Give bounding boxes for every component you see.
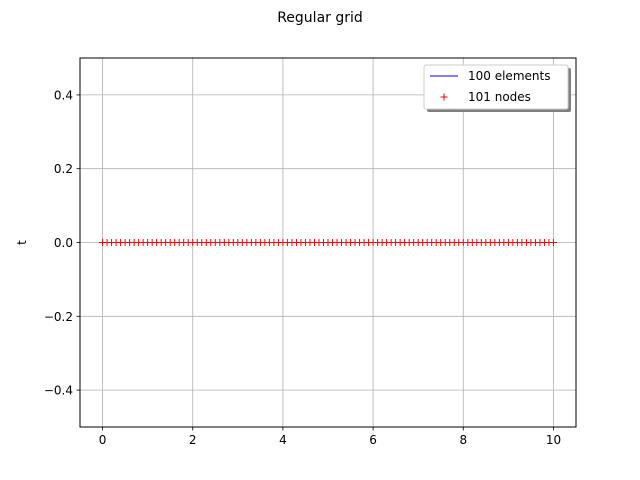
legend-box	[423, 64, 569, 110]
legend-label-nodes: 101 nodes	[468, 90, 531, 104]
y-tick-label: −0.2	[44, 310, 73, 324]
x-tick-label: 2	[189, 433, 197, 447]
legend-label-elements: 100 elements	[468, 69, 550, 83]
axis-layer: 0 2 4 6 8 10 −0.4 −0.2 0.0 0.2 0.4	[44, 88, 561, 447]
legend-plus-icon	[440, 93, 448, 101]
node-marker	[549, 239, 557, 246]
y-axis-label: t	[15, 240, 29, 245]
x-tick-label: 4	[279, 433, 287, 447]
chart-title: Regular grid	[277, 10, 363, 26]
legend: 100 elements 101 nodes	[423, 64, 571, 112]
x-tick-label: 0	[99, 433, 107, 447]
y-tick-label: 0.0	[54, 236, 73, 250]
y-tick-label: −0.4	[44, 384, 73, 398]
y-tick-label: 0.2	[54, 162, 73, 176]
legend-marker-swatch	[440, 93, 448, 101]
data-layer	[99, 239, 557, 246]
y-tick-label: 0.4	[54, 88, 73, 102]
x-tick-label: 6	[369, 433, 377, 447]
x-tick-label: 10	[546, 433, 561, 447]
x-tick-label: 8	[459, 433, 467, 447]
